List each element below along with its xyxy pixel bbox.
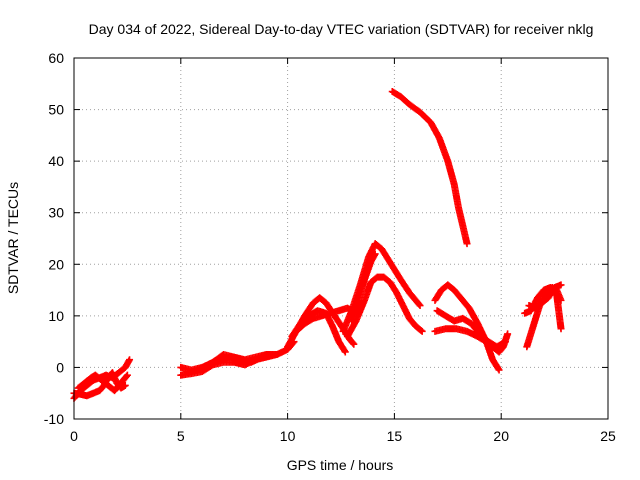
series-arc-d3: [348, 250, 379, 325]
data-point: [273, 351, 281, 359]
x-axis-label: GPS time / hours: [287, 457, 394, 473]
data-point: [340, 347, 348, 355]
y-tick-label: 10: [48, 308, 64, 324]
series-arc-a3: [74, 371, 131, 395]
data-point: [418, 327, 426, 335]
y-tick-label: 50: [48, 102, 64, 118]
data-point: [350, 340, 358, 348]
data-point: [495, 366, 503, 374]
data-point: [416, 302, 424, 310]
data-point: [371, 250, 379, 258]
y-tick-label: -10: [44, 411, 64, 427]
data-point: [557, 296, 565, 304]
series-arc-a2: [70, 369, 129, 400]
x-tick-label: 10: [280, 428, 296, 444]
data-point: [341, 348, 349, 356]
x-tick-label: 15: [387, 428, 403, 444]
x-tick-label: 20: [493, 428, 509, 444]
data-series: [70, 88, 565, 402]
y-tick-label: 30: [48, 205, 64, 221]
y-tick-label: 40: [48, 153, 64, 169]
data-point: [349, 339, 357, 347]
data-point: [504, 330, 512, 338]
data-point: [123, 371, 131, 379]
x-tick-label: 5: [177, 428, 185, 444]
data-point: [557, 281, 565, 289]
data-point: [463, 240, 471, 248]
data-point: [121, 381, 129, 389]
plot-frame: [73, 57, 609, 420]
series-arc-c2: [288, 307, 349, 356]
series-arc-e1: [388, 88, 471, 248]
grid-lines: [74, 58, 608, 419]
data-point: [122, 372, 130, 380]
x-tick-label: 25: [600, 428, 616, 444]
series-arc-b3: [183, 353, 266, 377]
data-point: [557, 325, 565, 333]
data-point: [258, 353, 266, 361]
series-arc-f3: [431, 325, 512, 356]
x-tick-label: 0: [70, 428, 78, 444]
series-arc-g3: [525, 281, 565, 312]
data-point: [415, 301, 423, 309]
y-axis-label: SDTVAR / TECUs: [5, 182, 21, 294]
data-point: [417, 326, 425, 334]
axis-ticks: 0 5 10 15 20 25 -10 0 10 20 30 40 50 60: [44, 50, 616, 444]
data-point: [494, 365, 502, 373]
y-tick-label: 60: [48, 50, 64, 66]
chart-title: Day 034 of 2022, Sidereal Day-to-day VTE…: [89, 21, 594, 37]
data-point: [126, 356, 134, 364]
y-tick-label: 0: [56, 359, 64, 375]
y-tick-label: 20: [48, 256, 64, 272]
